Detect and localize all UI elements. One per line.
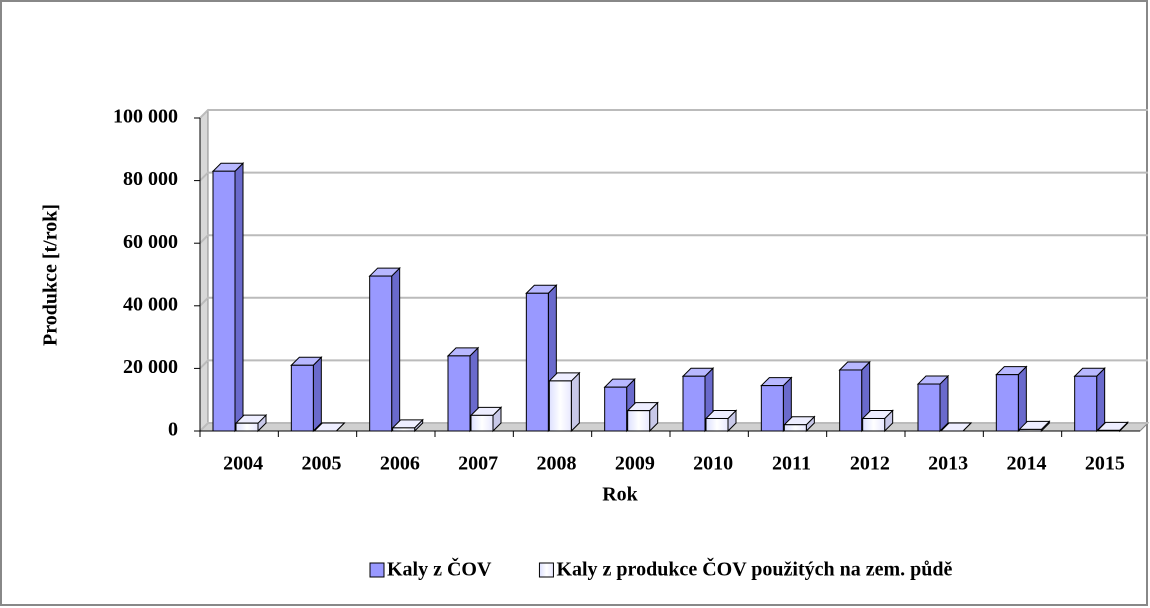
x-tick-label: 2015 [1085, 453, 1125, 475]
bar [704, 409, 738, 433]
grid-line [199, 296, 1148, 307]
grid-line [199, 359, 1148, 370]
grid-line [199, 422, 1148, 432]
x-tick-label: 2007 [458, 453, 498, 475]
x-tick-label: 2014 [1007, 453, 1047, 475]
bar-face [1097, 429, 1121, 432]
x-tick-label: 2013 [928, 453, 968, 475]
bar [916, 374, 950, 433]
y-tick-label: 60 000 [123, 231, 178, 253]
y-tick-label: 0 [168, 419, 178, 441]
x-tick-label: 2004 [223, 453, 263, 475]
legend-swatch [369, 562, 385, 578]
bar-face [570, 371, 580, 433]
bar-face [369, 275, 393, 432]
bar-face [1018, 428, 1042, 432]
bar [681, 367, 715, 433]
bar-face [392, 427, 416, 432]
y-axis-title: Produkce [t/rok] [40, 204, 62, 346]
bar [1073, 367, 1106, 433]
bar [391, 418, 424, 433]
bar-face [862, 417, 886, 432]
bar-face [548, 380, 572, 432]
bar [861, 409, 894, 433]
side-wall [199, 108, 209, 433]
bar [760, 376, 793, 433]
bar-face [995, 374, 1019, 432]
bar [368, 266, 401, 433]
bar-face [290, 364, 314, 432]
bar-face [604, 386, 628, 432]
bar-face [470, 414, 494, 432]
legend-swatch [538, 562, 554, 578]
bar [211, 162, 245, 433]
bar-face [783, 424, 807, 432]
bar-face [235, 422, 259, 432]
bar-face [525, 292, 549, 432]
grid-line [199, 234, 1148, 244]
x-tick-label: 2012 [850, 453, 890, 475]
bar-face [760, 385, 784, 432]
bar-face [312, 356, 322, 433]
bar-face [939, 374, 949, 433]
x-axis-title: Rok [602, 484, 638, 506]
y-tick-label: 80 000 [123, 168, 178, 190]
bar-face [391, 266, 401, 433]
bar-face [212, 170, 236, 432]
y-tick-label: 100 000 [113, 106, 178, 128]
x-tick-label: 2008 [537, 453, 577, 475]
bar [290, 356, 323, 433]
grid-line [199, 171, 1148, 182]
bar-face [1017, 365, 1027, 433]
x-tick-label: 2010 [693, 453, 733, 475]
y-tick-label: 40 000 [123, 293, 178, 315]
bar-face [939, 422, 973, 432]
y-tick-label: 20 000 [123, 356, 178, 378]
bar-face [839, 369, 863, 432]
grid-line [199, 109, 1148, 119]
bar [313, 422, 346, 432]
x-tick-label: 2011 [772, 453, 811, 475]
bar [626, 401, 659, 433]
bar-face [917, 383, 941, 432]
bar [234, 413, 268, 433]
bar-face [234, 162, 244, 433]
bar [783, 415, 816, 433]
x-tick-label: 2006 [380, 453, 420, 475]
bar-face [447, 355, 471, 432]
bar [1018, 420, 1051, 433]
bar-face [705, 417, 729, 432]
bar-face [627, 410, 651, 432]
bar-face [1074, 375, 1098, 432]
bar [939, 422, 973, 432]
bar-face [313, 422, 346, 432]
legend-label: Kaly z ČOV [387, 557, 492, 581]
bar [995, 365, 1028, 433]
bar-face [1096, 367, 1106, 433]
bar [469, 406, 503, 433]
legend-label: Kaly z produkce ČOV použitých na zem. pů… [556, 557, 952, 581]
bar-face [682, 375, 706, 432]
bar [1096, 421, 1129, 433]
bar [548, 371, 581, 433]
x-tick-label: 2005 [302, 453, 342, 475]
x-tick-label: 2009 [615, 453, 655, 475]
